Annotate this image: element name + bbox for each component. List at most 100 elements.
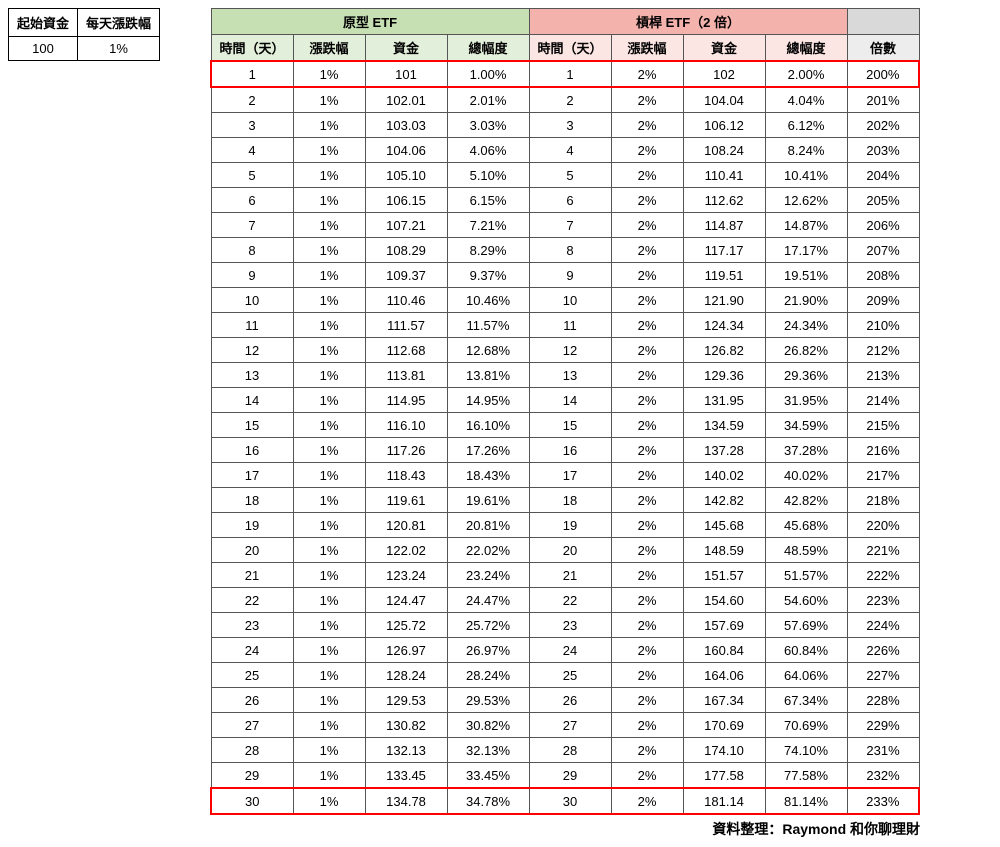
cell-change-2: 2%	[611, 513, 683, 538]
cell-change-1: 1%	[293, 113, 365, 138]
cell-multiplier: 216%	[847, 438, 919, 463]
main-table-wrapper: 原型 ETF 槓桿 ETF（2 倍） 時間（天） 漲跌幅 資金 總幅度 時間（天…	[210, 8, 920, 839]
cell-change-2: 2%	[611, 713, 683, 738]
cell-time-2: 11	[529, 313, 611, 338]
table-row: 271%130.8230.82%272%170.6970.69%229%	[211, 713, 919, 738]
cell-capital-1: 103.03	[365, 113, 447, 138]
cell-amplitude-1: 14.95%	[447, 388, 529, 413]
cell-capital-2: 119.51	[683, 263, 765, 288]
cell-amplitude-1: 1.00%	[447, 61, 529, 87]
cell-capital-1: 125.72	[365, 613, 447, 638]
source-credit: 資料整理：Raymond 和你聊理財	[210, 819, 920, 839]
cell-amplitude-2: 2.00%	[765, 61, 847, 87]
cell-time-2: 14	[529, 388, 611, 413]
cell-time-1: 16	[211, 438, 293, 463]
cell-amplitude-2: 57.69%	[765, 613, 847, 638]
cell-amplitude-1: 33.45%	[447, 763, 529, 789]
cell-time-1: 3	[211, 113, 293, 138]
cell-change-1: 1%	[293, 788, 365, 814]
cell-time-1: 25	[211, 663, 293, 688]
cell-multiplier: 217%	[847, 463, 919, 488]
cell-capital-2: 102	[683, 61, 765, 87]
cell-change-1: 1%	[293, 188, 365, 213]
cell-change-2: 2%	[611, 263, 683, 288]
cell-capital-2: 114.87	[683, 213, 765, 238]
cell-capital-1: 117.26	[365, 438, 447, 463]
cell-capital-2: 148.59	[683, 538, 765, 563]
cell-multiplier: 206%	[847, 213, 919, 238]
cell-amplitude-1: 32.13%	[447, 738, 529, 763]
cell-multiplier: 207%	[847, 238, 919, 263]
cell-change-2: 2%	[611, 488, 683, 513]
table-row: 31%103.033.03%32%106.126.12%202%	[211, 113, 919, 138]
cell-amplitude-2: 14.87%	[765, 213, 847, 238]
cell-change-2: 2%	[611, 338, 683, 363]
cell-multiplier: 231%	[847, 738, 919, 763]
cell-capital-1: 124.47	[365, 588, 447, 613]
cell-time-2: 21	[529, 563, 611, 588]
cell-capital-1: 132.13	[365, 738, 447, 763]
cell-multiplier: 218%	[847, 488, 919, 513]
cell-change-1: 1%	[293, 663, 365, 688]
cell-time-2: 9	[529, 263, 611, 288]
cell-capital-1: 105.10	[365, 163, 447, 188]
cell-multiplier: 204%	[847, 163, 919, 188]
cell-multiplier: 229%	[847, 713, 919, 738]
table-row: 261%129.5329.53%262%167.3467.34%228%	[211, 688, 919, 713]
cell-multiplier: 203%	[847, 138, 919, 163]
cell-amplitude-1: 19.61%	[447, 488, 529, 513]
cell-capital-1: 101	[365, 61, 447, 87]
cell-time-1: 29	[211, 763, 293, 789]
cell-time-2: 3	[529, 113, 611, 138]
cell-amplitude-2: 40.02%	[765, 463, 847, 488]
cell-multiplier: 228%	[847, 688, 919, 713]
cell-amplitude-2: 24.34%	[765, 313, 847, 338]
cell-amplitude-2: 37.28%	[765, 438, 847, 463]
cell-change-1: 1%	[293, 388, 365, 413]
col-time-1: 時間（天）	[211, 35, 293, 62]
cell-change-2: 2%	[611, 438, 683, 463]
cell-time-2: 19	[529, 513, 611, 538]
cell-time-2: 18	[529, 488, 611, 513]
cell-amplitude-1: 25.72%	[447, 613, 529, 638]
table-row: 171%118.4318.43%172%140.0240.02%217%	[211, 463, 919, 488]
cell-multiplier: 215%	[847, 413, 919, 438]
cell-capital-1: 128.24	[365, 663, 447, 688]
value-initial-capital: 100	[9, 37, 78, 61]
cell-amplitude-1: 16.10%	[447, 413, 529, 438]
cell-capital-2: 124.34	[683, 313, 765, 338]
cell-capital-2: 131.95	[683, 388, 765, 413]
cell-change-1: 1%	[293, 463, 365, 488]
table-row: 251%128.2428.24%252%164.0664.06%227%	[211, 663, 919, 688]
cell-change-2: 2%	[611, 138, 683, 163]
cell-time-1: 11	[211, 313, 293, 338]
cell-change-1: 1%	[293, 538, 365, 563]
cell-multiplier: 233%	[847, 788, 919, 814]
cell-time-2: 28	[529, 738, 611, 763]
cell-amplitude-2: 54.60%	[765, 588, 847, 613]
cell-capital-2: 108.24	[683, 138, 765, 163]
cell-time-2: 12	[529, 338, 611, 363]
cell-capital-1: 129.53	[365, 688, 447, 713]
cell-change-1: 1%	[293, 338, 365, 363]
col-capital-1: 資金	[365, 35, 447, 62]
cell-capital-2: 167.34	[683, 688, 765, 713]
cell-change-1: 1%	[293, 263, 365, 288]
cell-amplitude-2: 17.17%	[765, 238, 847, 263]
cell-change-1: 1%	[293, 513, 365, 538]
cell-amplitude-1: 24.47%	[447, 588, 529, 613]
sub-header-row: 時間（天） 漲跌幅 資金 總幅度 時間（天） 漲跌幅 資金 總幅度 倍數	[211, 35, 919, 62]
cell-time-1: 20	[211, 538, 293, 563]
cell-change-2: 2%	[611, 113, 683, 138]
cell-change-2: 2%	[611, 363, 683, 388]
cell-amplitude-1: 11.57%	[447, 313, 529, 338]
table-row: 41%104.064.06%42%108.248.24%203%	[211, 138, 919, 163]
cell-change-2: 2%	[611, 738, 683, 763]
cell-amplitude-2: 42.82%	[765, 488, 847, 513]
cell-time-1: 17	[211, 463, 293, 488]
cell-multiplier: 209%	[847, 288, 919, 313]
cell-capital-2: 110.41	[683, 163, 765, 188]
cell-multiplier: 222%	[847, 563, 919, 588]
cell-multiplier: 213%	[847, 363, 919, 388]
cell-change-1: 1%	[293, 87, 365, 113]
